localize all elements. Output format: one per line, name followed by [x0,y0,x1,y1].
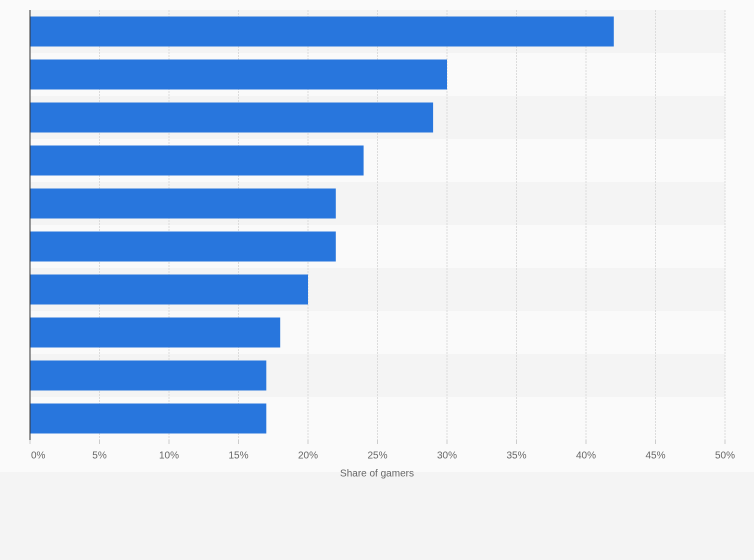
bar [30,188,336,219]
x-tick-label: 40% [576,451,596,462]
bar [30,145,364,176]
x-tick-label: 5% [92,451,107,462]
x-tick-label: 25% [367,451,387,462]
x-tick-label: 35% [506,451,526,462]
x-tick-label: 15% [228,451,248,462]
x-tick-label: 30% [437,451,457,462]
bar [30,16,614,47]
x-tick-label: 45% [645,451,665,462]
bar [30,403,267,434]
x-tick-label: 0% [31,451,46,462]
x-tick-label: 10% [159,451,179,462]
x-tick-label: 50% [715,451,735,462]
bar [30,360,267,391]
bar [30,59,447,90]
bar [30,231,336,262]
bar [30,102,434,133]
x-axis-label: Share of gamers [340,469,414,480]
x-tick-label: 20% [298,451,318,462]
bar [30,274,308,305]
bar [30,317,281,348]
